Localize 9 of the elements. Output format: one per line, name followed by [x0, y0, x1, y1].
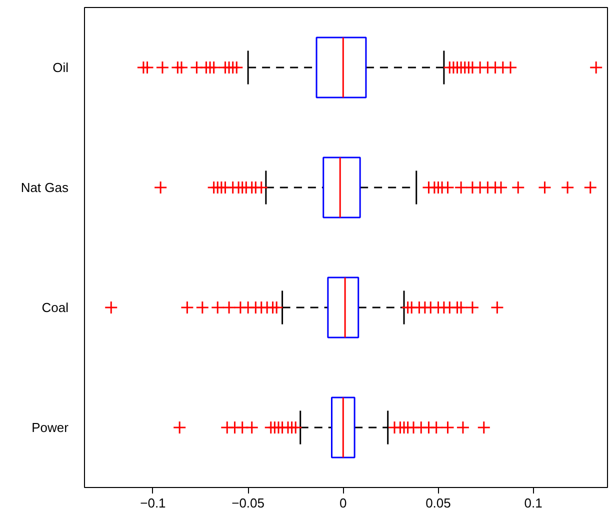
- x-tick-label: 0.1: [524, 496, 542, 510]
- x-tick-label: 0.05: [426, 496, 451, 510]
- y-tick-label: Oil: [52, 60, 69, 75]
- x-tick-label: −0.05: [232, 496, 265, 510]
- y-tick-label: Power: [32, 420, 70, 435]
- x-tick-label: 0: [340, 496, 347, 510]
- y-tick-label: Nat Gas: [20, 180, 69, 195]
- x-tick-label: −0.1: [140, 496, 166, 510]
- y-tick-label: Coal: [42, 300, 69, 315]
